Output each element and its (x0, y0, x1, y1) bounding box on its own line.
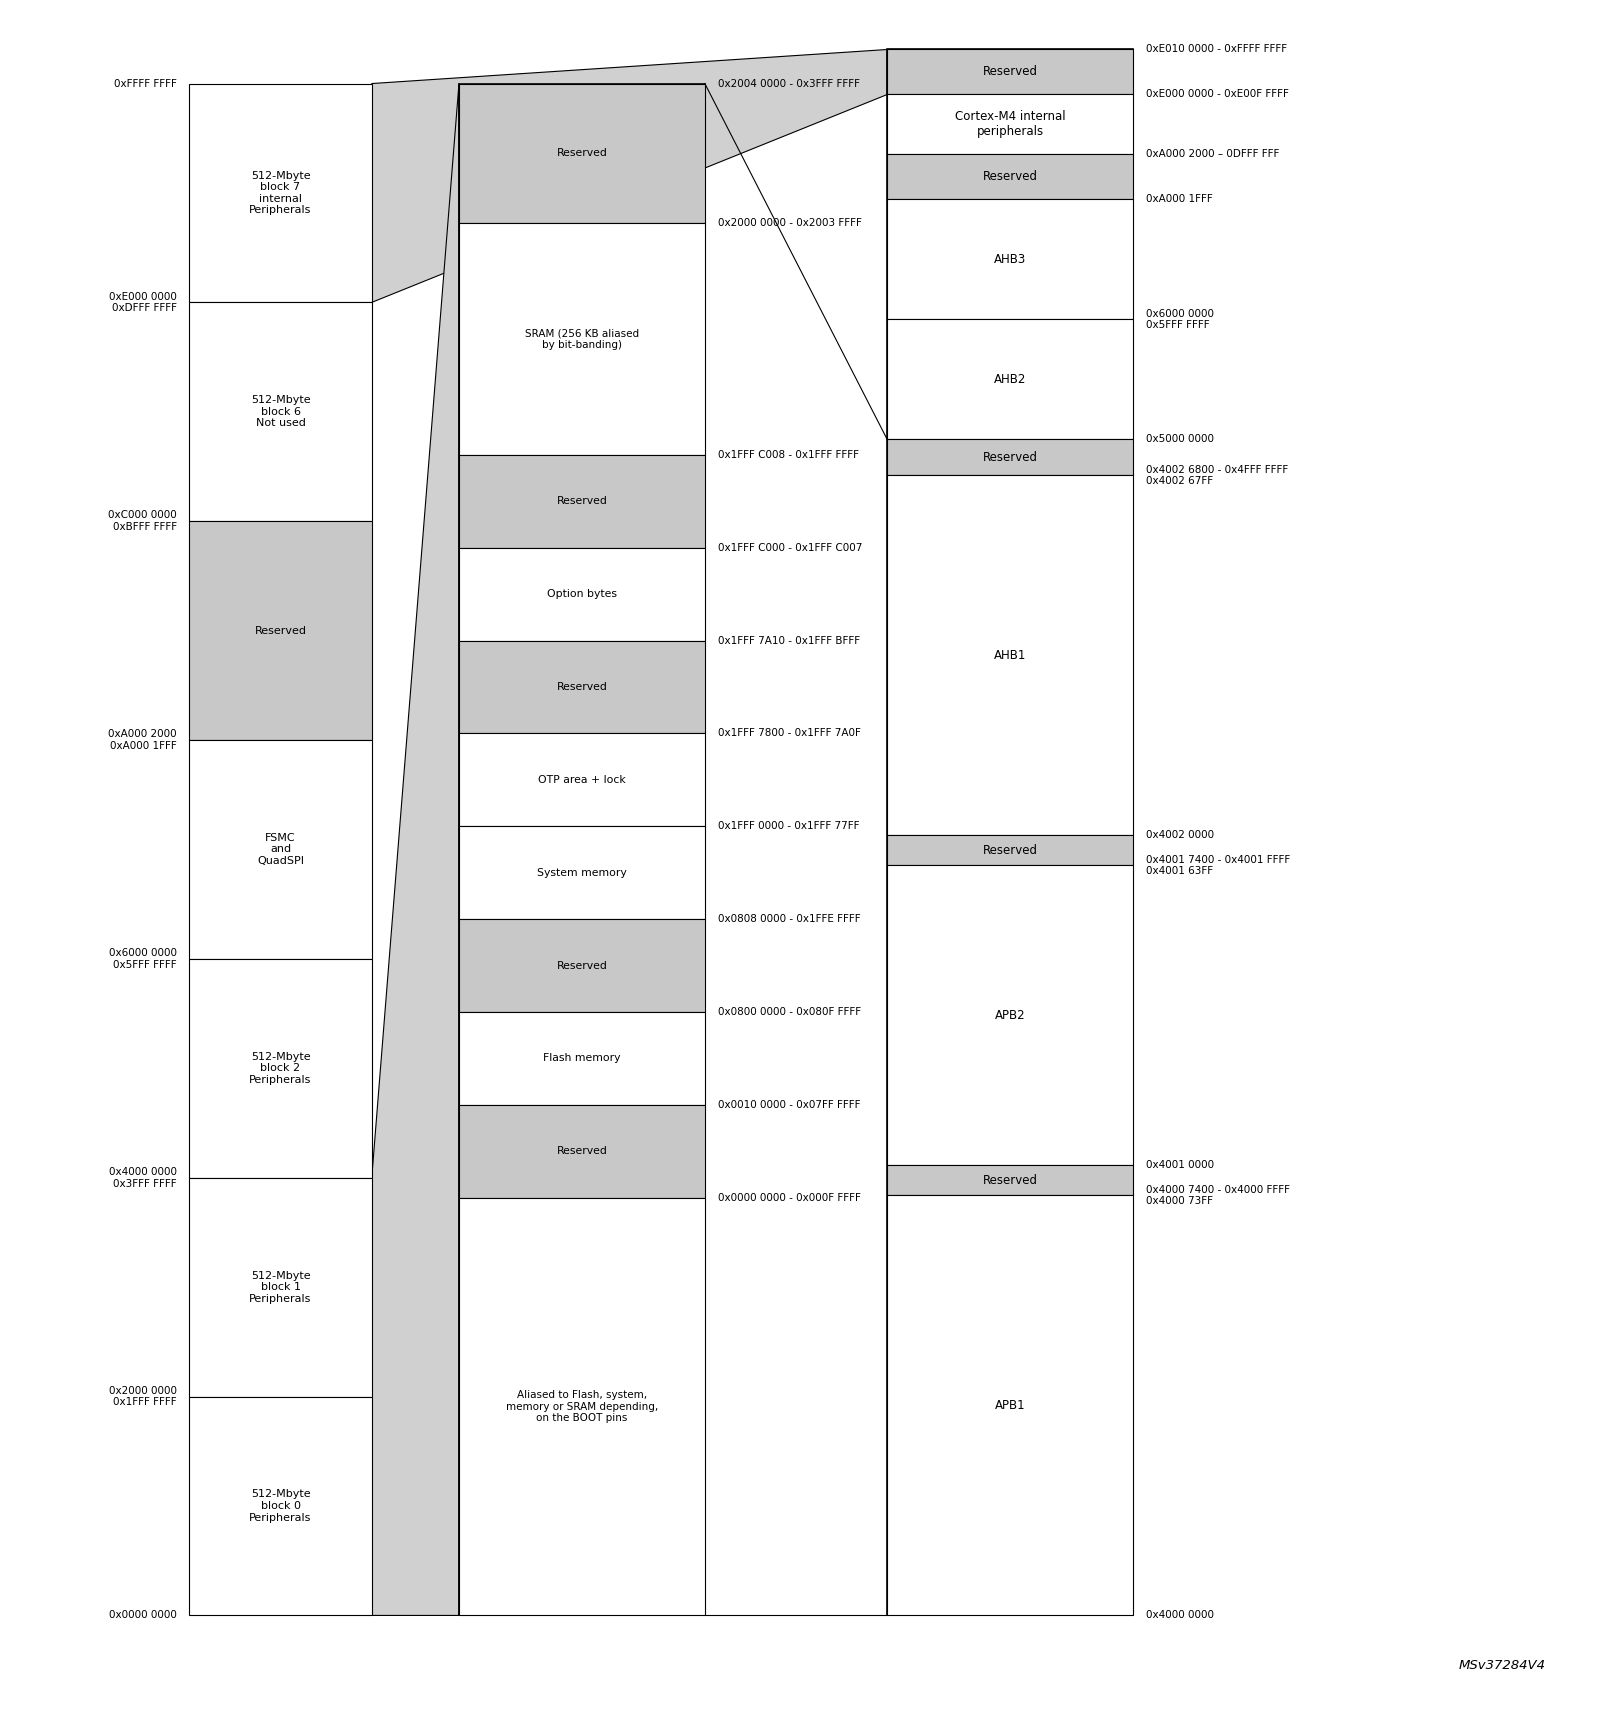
Text: 0x1FFF C008 - 0x1FFF FFFF: 0x1FFF C008 - 0x1FFF FFFF (717, 450, 859, 460)
Text: 0x4000 7400 - 0x4000 FFFF
0x4000 73FF: 0x4000 7400 - 0x4000 FFFF 0x4000 73FF (1146, 1184, 1290, 1206)
Text: 512-Mbyte
block 1
Peripherals: 512-Mbyte block 1 Peripherals (250, 1270, 312, 1304)
Bar (459, 547, 706, 640)
Text: 512-Mbyte
block 7
internal
Peripherals: 512-Mbyte block 7 internal Peripherals (250, 170, 312, 216)
Text: AHB3: AHB3 (994, 252, 1026, 266)
Bar (888, 50, 1133, 94)
Bar (189, 84, 371, 302)
Text: APB1: APB1 (995, 1399, 1026, 1412)
Bar (888, 865, 1133, 1165)
Bar (888, 1196, 1133, 1615)
Bar (888, 319, 1133, 439)
Text: SRAM (256 KB aliased
by bit-banding): SRAM (256 KB aliased by bit-banding) (525, 328, 638, 350)
Text: Reserved: Reserved (254, 626, 307, 635)
Text: 0x1FFF C000 - 0x1FFF C007: 0x1FFF C000 - 0x1FFF C007 (717, 542, 862, 553)
Text: 512-Mbyte
block 2
Peripherals: 512-Mbyte block 2 Peripherals (250, 1052, 312, 1085)
Text: OTP area + lock: OTP area + lock (538, 776, 626, 784)
Bar (888, 475, 1133, 836)
Text: 0x0000 0000: 0x0000 0000 (109, 1610, 176, 1620)
Bar (459, 84, 706, 1615)
Text: Reserved: Reserved (982, 451, 1038, 463)
Text: 0xA000 2000
0xA000 1FFF: 0xA000 2000 0xA000 1FFF (109, 729, 176, 752)
Text: 0x4002 0000: 0x4002 0000 (1146, 831, 1214, 841)
Text: 0xA000 1FFF: 0xA000 1FFF (1146, 194, 1213, 204)
Text: 0x5000 0000: 0x5000 0000 (1146, 434, 1214, 444)
Bar (459, 733, 706, 827)
Bar (459, 223, 706, 455)
Bar (888, 836, 1133, 865)
Text: 0x6000 0000
0x5FFF FFFF: 0x6000 0000 0x5FFF FFFF (109, 949, 176, 970)
Text: 0x4000 0000
0x3FFF FFFF: 0x4000 0000 0x3FFF FFFF (109, 1167, 176, 1189)
Text: 0x0800 0000 - 0x080F FFFF: 0x0800 0000 - 0x080F FFFF (717, 1007, 861, 1018)
Bar (459, 827, 706, 920)
Text: 512-Mbyte
block 0
Peripherals: 512-Mbyte block 0 Peripherals (250, 1489, 312, 1522)
Text: 0x0010 0000 - 0x07FF FFFF: 0x0010 0000 - 0x07FF FFFF (717, 1100, 861, 1110)
Text: APB2: APB2 (995, 1009, 1026, 1023)
Text: Reserved: Reserved (982, 65, 1038, 79)
Bar (189, 740, 371, 959)
Bar (459, 1198, 706, 1615)
Text: Reserved: Reserved (557, 681, 608, 692)
Bar (888, 199, 1133, 319)
Text: Reserved: Reserved (557, 961, 608, 971)
Text: 0x4001 0000: 0x4001 0000 (1146, 1160, 1214, 1170)
Text: Cortex-M4 internal
peripherals: Cortex-M4 internal peripherals (955, 110, 1066, 139)
Text: 0xE000 0000 - 0xE00F FFFF: 0xE000 0000 - 0xE00F FFFF (1146, 89, 1288, 100)
Text: AHB2: AHB2 (994, 372, 1026, 386)
Text: 0x4000 0000: 0x4000 0000 (1146, 1610, 1214, 1620)
Polygon shape (371, 84, 459, 1615)
Bar (459, 455, 706, 547)
Bar (189, 959, 371, 1177)
Text: System memory: System memory (538, 868, 627, 877)
Text: Reserved: Reserved (557, 496, 608, 506)
Text: 0x1FFF 7A10 - 0x1FFF BFFF: 0x1FFF 7A10 - 0x1FFF BFFF (717, 635, 859, 645)
Text: 0x6000 0000
0x5FFF FFFF: 0x6000 0000 0x5FFF FFFF (1146, 309, 1214, 329)
Bar (459, 920, 706, 1012)
Text: Flash memory: Flash memory (542, 1054, 621, 1064)
Text: 0x2000 0000 - 0x2003 FFFF: 0x2000 0000 - 0x2003 FFFF (717, 218, 861, 228)
Text: FSMC
and
QuadSPI: FSMC and QuadSPI (258, 832, 304, 867)
Text: 0x4002 6800 - 0x4FFF FFFF
0x4002 67FF: 0x4002 6800 - 0x4FFF FFFF 0x4002 67FF (1146, 465, 1288, 486)
Bar (189, 1177, 371, 1397)
Bar (189, 1397, 371, 1615)
Text: Option bytes: Option bytes (547, 589, 618, 599)
Text: MSv37284V4: MSv37284V4 (1459, 1659, 1546, 1671)
Text: Reserved: Reserved (982, 1174, 1038, 1187)
Text: AHB1: AHB1 (994, 649, 1026, 662)
Text: Reserved: Reserved (557, 1146, 608, 1157)
Bar (888, 154, 1133, 199)
Bar (888, 1165, 1133, 1196)
Text: 0x2000 0000
0x1FFF FFFF: 0x2000 0000 0x1FFF FFFF (109, 1387, 176, 1407)
Text: 512-Mbyte
block 6
Not used: 512-Mbyte block 6 Not used (251, 395, 310, 429)
Polygon shape (371, 50, 888, 302)
Text: 0x1FFF 7800 - 0x1FFF 7A0F: 0x1FFF 7800 - 0x1FFF 7A0F (717, 728, 861, 738)
Text: 0xC000 0000
0xBFFF FFFF: 0xC000 0000 0xBFFF FFFF (107, 510, 176, 532)
Text: Reserved: Reserved (982, 170, 1038, 184)
Text: Aliased to Flash, system,
memory or SRAM depending,
on the BOOT pins: Aliased to Flash, system, memory or SRAM… (506, 1390, 658, 1423)
Bar (459, 1105, 706, 1198)
Bar (189, 302, 371, 522)
Bar (888, 439, 1133, 475)
Text: Reserved: Reserved (982, 844, 1038, 856)
Text: 0xA000 2000 – 0DFFF FFF: 0xA000 2000 – 0DFFF FFF (1146, 149, 1278, 160)
Text: 0x0808 0000 - 0x1FFE FFFF: 0x0808 0000 - 0x1FFE FFFF (717, 915, 861, 925)
Text: 0xE000 0000
0xDFFF FFFF: 0xE000 0000 0xDFFF FFFF (109, 292, 176, 314)
Bar (189, 522, 371, 740)
Bar (459, 84, 706, 223)
Bar (459, 640, 706, 733)
Text: Reserved: Reserved (557, 148, 608, 158)
Bar (888, 50, 1133, 1615)
Text: 0x1FFF 0000 - 0x1FFF 77FF: 0x1FFF 0000 - 0x1FFF 77FF (717, 822, 859, 831)
Text: 0x2004 0000 - 0x3FFF FFFF: 0x2004 0000 - 0x3FFF FFFF (717, 79, 859, 89)
Text: 0x0000 0000 - 0x000F FFFF: 0x0000 0000 - 0x000F FFFF (717, 1193, 861, 1203)
Text: 0xFFFF FFFF: 0xFFFF FFFF (114, 79, 176, 89)
Bar (888, 94, 1133, 154)
Text: 0x4001 7400 - 0x4001 FFFF
0x4001 63FF: 0x4001 7400 - 0x4001 FFFF 0x4001 63FF (1146, 855, 1290, 877)
Text: 0xE010 0000 - 0xFFFF FFFF: 0xE010 0000 - 0xFFFF FFFF (1146, 45, 1286, 55)
Bar (459, 1012, 706, 1105)
